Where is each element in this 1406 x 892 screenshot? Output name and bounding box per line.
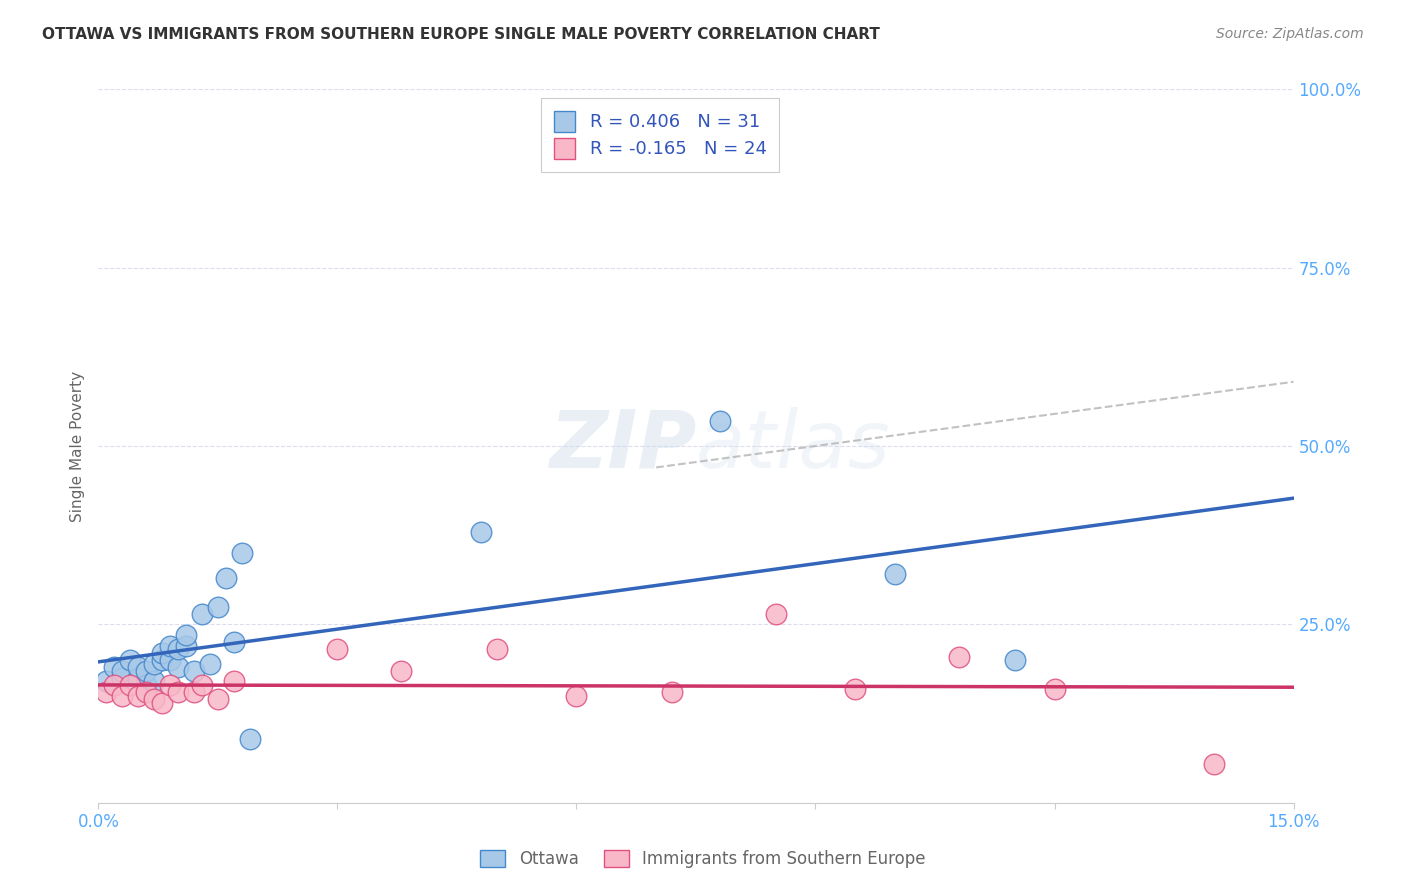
Point: [239, 731, 262, 746]
Legend: Ottawa, Immigrants from Southern Europe: Ottawa, Immigrants from Southern Europe: [474, 843, 932, 875]
Point: [191, 678, 214, 692]
Legend: R = 0.406   N = 31, R = -0.165   N = 24: R = 0.406 N = 31, R = -0.165 N = 24: [541, 98, 779, 171]
Point: [174, 628, 197, 642]
Point: [127, 689, 149, 703]
Point: [150, 653, 173, 667]
Point: [103, 678, 125, 692]
Point: [127, 660, 149, 674]
Point: [948, 649, 970, 664]
Point: [111, 689, 134, 703]
Point: [884, 567, 907, 582]
Point: [167, 642, 190, 657]
Point: [174, 639, 197, 653]
Text: atlas: atlas: [696, 407, 891, 485]
Point: [167, 685, 190, 699]
Point: [120, 653, 142, 667]
Point: [159, 653, 181, 667]
Point: [150, 646, 173, 660]
Point: [96, 674, 118, 689]
Text: Source: ZipAtlas.com: Source: ZipAtlas.com: [1216, 27, 1364, 41]
Point: [1202, 756, 1225, 771]
Point: [143, 657, 166, 671]
Point: [222, 674, 245, 689]
Point: [389, 664, 412, 678]
Point: [135, 664, 157, 678]
Point: [222, 635, 245, 649]
Point: [565, 689, 588, 703]
Point: [485, 642, 508, 657]
Point: [1043, 681, 1066, 696]
Point: [326, 642, 349, 657]
Point: [127, 671, 149, 685]
Point: [183, 664, 205, 678]
Point: [96, 685, 118, 699]
Point: [103, 660, 125, 674]
Point: [111, 671, 134, 685]
Point: [215, 571, 238, 585]
Point: [143, 692, 166, 706]
Point: [183, 685, 205, 699]
Point: [143, 674, 166, 689]
Text: ZIP: ZIP: [548, 407, 696, 485]
Point: [120, 678, 142, 692]
Point: [207, 599, 229, 614]
Point: [167, 660, 190, 674]
Point: [844, 681, 866, 696]
Point: [709, 414, 731, 428]
Point: [111, 664, 134, 678]
Point: [207, 692, 229, 706]
Point: [159, 678, 181, 692]
Point: [231, 546, 253, 560]
Point: [191, 607, 214, 621]
Point: [1004, 653, 1026, 667]
Text: OTTAWA VS IMMIGRANTS FROM SOUTHERN EUROPE SINGLE MALE POVERTY CORRELATION CHART: OTTAWA VS IMMIGRANTS FROM SOUTHERN EUROP…: [42, 27, 880, 42]
Point: [159, 639, 181, 653]
Point: [135, 678, 157, 692]
Point: [470, 524, 492, 539]
Point: [150, 696, 173, 710]
Point: [765, 607, 787, 621]
Y-axis label: Single Male Poverty: Single Male Poverty: [70, 370, 86, 522]
Point: [198, 657, 221, 671]
Point: [661, 685, 683, 699]
Point: [135, 685, 157, 699]
